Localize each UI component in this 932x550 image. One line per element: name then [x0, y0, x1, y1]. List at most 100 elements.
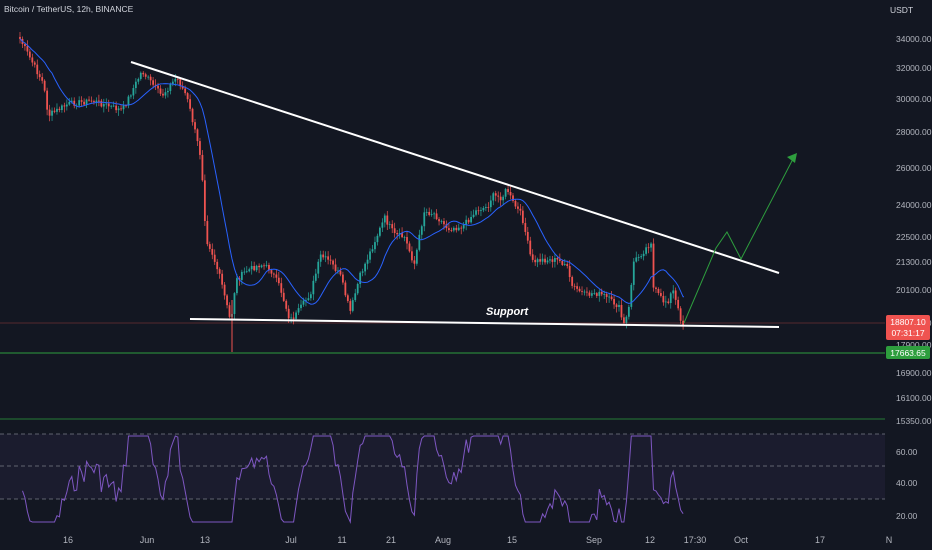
candle-body — [388, 224, 391, 225]
candle-body — [56, 108, 58, 112]
price-tick-label: 20100.00 — [896, 285, 932, 295]
candle-body — [149, 76, 152, 81]
candle-body — [487, 207, 490, 208]
candle-body — [374, 242, 376, 250]
time-axis[interactable]: 16 Jun 13 Jul 11 21 Aug 15 Sep 12 17:30 Oct 17 N — [63, 535, 892, 545]
rsi-axis[interactable]: 60.00 40.00 20.00 — [896, 447, 918, 521]
candle-body — [470, 216, 472, 223]
moving-average-line — [19, 38, 684, 305]
candle-body — [115, 105, 118, 111]
candle-body — [171, 81, 174, 85]
candle-body — [526, 231, 529, 241]
candle-body — [134, 81, 137, 89]
candle-body — [157, 85, 159, 89]
candle-body — [549, 259, 551, 261]
candle-body — [223, 284, 226, 296]
candle-body — [24, 44, 26, 47]
candle-body — [521, 210, 524, 224]
candle-body — [420, 226, 423, 235]
candle-body — [647, 247, 650, 249]
candle-body — [100, 100, 103, 107]
support-trendline[interactable] — [189, 318, 780, 328]
candle-body — [142, 72, 145, 75]
support-price-tag: 17663.65 — [886, 346, 930, 359]
candle-body — [233, 293, 236, 314]
candle-body — [277, 277, 280, 284]
candle-body — [83, 101, 85, 105]
symbol-label[interactable]: Bitcoin / TetherUS, 12h, BINANCE — [4, 4, 134, 14]
candle-body — [144, 74, 147, 77]
price-tick-label: 16100.00 — [896, 393, 932, 403]
candle-body — [425, 211, 428, 213]
candle-body — [512, 195, 514, 201]
candle-body — [519, 208, 522, 211]
candle-body — [465, 219, 468, 225]
candle-body — [48, 109, 51, 116]
currency-unit: USDT — [890, 5, 914, 15]
candle-body — [561, 260, 564, 265]
candle-body — [672, 290, 675, 294]
support-price-value: 17663.65 — [890, 348, 926, 358]
price-tick-label: 21300.00 — [896, 257, 932, 267]
candle-body — [623, 317, 625, 323]
candle-body — [250, 265, 253, 270]
candle-body — [203, 180, 206, 222]
candle-body — [184, 88, 187, 94]
candle-body — [154, 84, 157, 86]
price-tick-label: 22500.00 — [896, 232, 932, 242]
candle-body — [63, 105, 66, 107]
candle-body — [31, 57, 34, 63]
candle-body — [334, 264, 337, 271]
candle-body — [287, 308, 290, 319]
candle-body — [58, 108, 61, 110]
candle-body — [391, 224, 394, 229]
candle-body — [211, 248, 214, 255]
candle-body — [462, 224, 465, 229]
candle-body — [625, 316, 628, 323]
candle-body — [494, 193, 497, 196]
candle-body — [452, 227, 455, 231]
candle-body — [635, 257, 638, 262]
price-tick-label: 17900.00 — [896, 340, 932, 350]
candle-body — [117, 108, 120, 111]
candle-body — [342, 274, 344, 283]
candle-body — [475, 210, 477, 215]
time-tick-label: 11 — [337, 535, 346, 545]
current-price-tag: 18807.10 07:31:17 — [886, 315, 930, 340]
candle-body — [43, 80, 46, 91]
candle-body — [206, 221, 209, 245]
candle-body — [105, 103, 108, 105]
candle-body — [322, 254, 325, 258]
candle-body — [398, 233, 401, 235]
candle-body — [208, 244, 211, 249]
candle-body — [504, 189, 507, 197]
candle-body — [588, 292, 591, 296]
candle-body — [327, 256, 330, 260]
candle-body — [221, 273, 224, 285]
candle-body — [33, 62, 36, 65]
candle-body — [167, 90, 169, 93]
candle-body — [228, 305, 231, 317]
candle-body — [418, 234, 421, 250]
candle-body — [80, 100, 83, 102]
candle-body — [120, 108, 122, 110]
candle-body — [159, 88, 162, 94]
candle-body — [169, 84, 172, 91]
time-tick-label: 16 — [63, 535, 73, 545]
candle-body — [618, 304, 620, 308]
candle-body — [253, 265, 256, 271]
candle-body — [554, 257, 556, 262]
candle-body — [346, 295, 349, 302]
candle-body — [386, 215, 389, 225]
candle-body — [137, 78, 140, 82]
candle-body — [73, 100, 76, 106]
support-label: Support — [486, 306, 529, 318]
candle-body — [349, 301, 352, 311]
candle-body — [406, 237, 408, 244]
descending-trendline[interactable] — [130, 61, 780, 274]
candle-body — [655, 287, 657, 289]
candle-body — [457, 227, 460, 231]
candle-body — [162, 93, 164, 96]
candle-body — [201, 154, 204, 181]
